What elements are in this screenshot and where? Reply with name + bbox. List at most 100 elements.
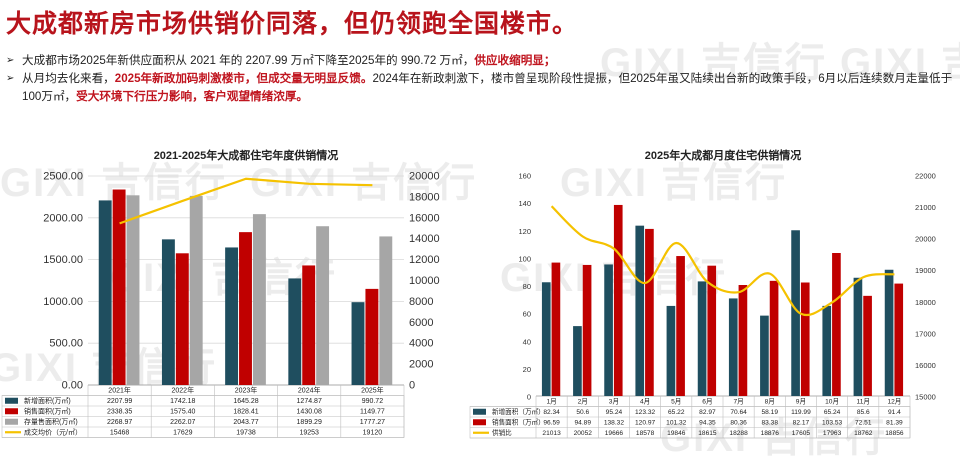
y2-axis-tick-label: 20000	[915, 235, 936, 244]
data-label: 50.6	[576, 409, 589, 416]
bar-2	[613, 204, 623, 396]
x-axis-tick-label: 12月	[887, 398, 901, 406]
data-label: 1575.40	[170, 409, 195, 416]
data-label: 2043.77	[233, 419, 258, 426]
x-axis-tick-label: 2月	[578, 398, 588, 406]
watermark-text: GIXI 吉信行	[600, 41, 828, 85]
data-label: 103.53	[822, 420, 843, 427]
bar-2	[738, 285, 748, 396]
bar-1	[635, 225, 645, 396]
legend-swatch	[5, 408, 18, 415]
bar-2	[800, 282, 810, 396]
y2-axis-tick-label: 19000	[915, 266, 936, 275]
y2-axis-tick-label: 20000	[409, 171, 440, 183]
data-label: 82.34	[543, 409, 560, 416]
bar-3	[189, 195, 203, 385]
bar-2	[239, 232, 252, 385]
y-axis-tick-label: 160	[518, 172, 531, 181]
data-label: 91.4	[888, 409, 901, 416]
data-label: 2268.97	[107, 419, 132, 426]
data-label: 18578	[636, 430, 655, 437]
y2-axis-tick-label: 12000	[409, 254, 440, 266]
bullet-text-part: 2024年在新政刺激下，楼市曾呈现阶段性提振，但2025年虽又陆续出台新的政策手…	[22, 72, 953, 103]
data-label: 19738	[236, 430, 256, 437]
y2-axis-tick-label: 18000	[915, 298, 936, 307]
y-axis-tick-label: 120	[518, 227, 531, 236]
data-label: 1899.29	[297, 419, 322, 426]
y-axis-tick-label: 2000.00	[43, 212, 83, 224]
bullet-text: 大成都市场2025年新供应面积从 2021 年的 2207.99 万㎡下降至20…	[22, 52, 954, 70]
x-axis-tick-label: 3月	[609, 398, 619, 406]
arrow-bullet-icon: ➢	[6, 73, 15, 84]
legend-swatch	[5, 418, 18, 425]
bar-1	[822, 305, 832, 396]
y2-axis-tick-label: 17000	[915, 329, 936, 338]
data-label: 138.32	[604, 420, 625, 427]
legend-swatch	[473, 408, 486, 415]
data-label: 85.6	[857, 409, 870, 416]
y2-axis-tick-label: 10000	[409, 275, 440, 287]
data-label: 1645.28	[233, 398, 258, 405]
legend-swatch	[473, 419, 486, 426]
x-axis-tick-label: 8月	[765, 398, 775, 406]
x-axis-tick-label: 5月	[671, 398, 681, 406]
bar-1	[760, 315, 769, 396]
data-label: 1777.27	[360, 419, 385, 426]
y-axis-tick-label: 1000.00	[43, 296, 83, 308]
data-label: 17605	[792, 430, 811, 437]
data-label: 94.89	[574, 420, 591, 427]
bar-2	[302, 265, 316, 385]
data-label: 83.38	[761, 420, 778, 427]
watermark-text: GIXI 吉信行	[560, 161, 788, 205]
data-label: 18288	[729, 430, 748, 437]
legend-label: 新增面积(万㎡)	[24, 396, 71, 405]
y2-axis-tick-label: 15000	[915, 393, 936, 402]
bullet-text-part: 从月均去化来看，	[22, 72, 115, 85]
bar-2	[175, 253, 189, 385]
data-label: 17629	[173, 430, 193, 437]
y-axis-tick-label: 100	[518, 254, 531, 263]
monthly-supply-sales-chart: 2025年大成都月度住宅供销情况 160 140 120 100 80 60 40 20 0 220…	[469, 148, 936, 439]
data-label: 2338.35	[107, 409, 132, 416]
data-label: 82.17	[793, 420, 810, 427]
y-axis-tick-label: 0	[527, 393, 531, 402]
bullet-text: 从月均去化来看，2025年新政加码刺激楼市，但成交量无明显反馈。2024年在新政…	[22, 70, 954, 106]
x-axis-tick-label: 2024年	[298, 386, 321, 395]
bullet-item: ➢ 大成都市场2025年新供应面积从 2021 年的 2207.99 万㎡下降至…	[6, 52, 954, 70]
bar-3	[126, 195, 140, 385]
bar-2	[894, 283, 904, 396]
data-label: 990.72	[362, 398, 384, 405]
data-label: 18876	[761, 430, 780, 437]
data-label: 72.51	[855, 420, 872, 427]
bar-2	[769, 280, 779, 396]
bar-1	[541, 282, 551, 396]
y-axis-tick-label: 2500.00	[43, 171, 83, 183]
data-label: 19666	[605, 430, 624, 437]
data-label: 70.64	[730, 409, 747, 416]
data-label: 18856	[885, 430, 904, 437]
y-axis-tick-label: 80	[523, 282, 531, 291]
data-label: 101.32	[666, 420, 687, 427]
bullet-text-part: 大成都市场2025年新供应面积从 2021 年的 2207.99 万㎡下降至20…	[22, 54, 475, 67]
x-axis-tick-label: 2021年	[108, 386, 131, 395]
y2-axis-tick-label: 22000	[915, 172, 936, 181]
data-label: 15468	[110, 430, 130, 437]
legend-label: 存量售面积(万㎡)	[24, 417, 78, 426]
bar-1	[604, 264, 613, 396]
bar-1	[791, 230, 800, 396]
bar-1	[666, 305, 676, 396]
x-axis-tick-label: 10月	[825, 398, 839, 406]
bar-2	[582, 264, 592, 396]
bar-3	[252, 214, 266, 385]
data-label: 1274.87	[297, 398, 322, 405]
x-axis-tick-label: 6月	[702, 398, 712, 406]
x-axis-tick-label: 4月	[640, 398, 650, 406]
data-label: 1430.08	[297, 409, 322, 416]
x-axis-tick-label: 11月	[857, 398, 870, 406]
x-axis-tick-label: 2025年	[361, 386, 384, 395]
y2-axis-tick-label: 2000	[409, 359, 433, 371]
bullet-item: ➢ 从月均去化来看，2025年新政加码刺激楼市，但成交量无明显反馈。2024年在…	[6, 70, 954, 106]
y2-axis-tick-label: 18000	[409, 191, 440, 203]
data-label: 18762	[854, 430, 873, 437]
data-label: 2262.07	[170, 419, 195, 426]
